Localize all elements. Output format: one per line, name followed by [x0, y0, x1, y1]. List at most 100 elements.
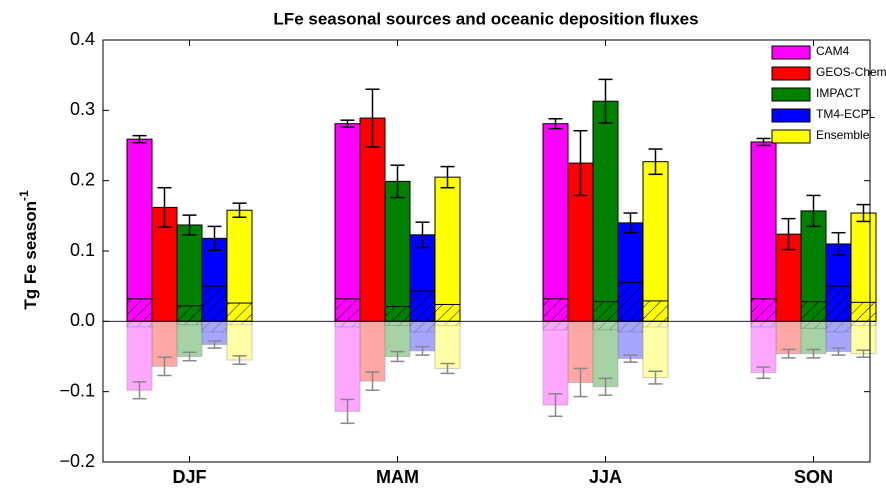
deposition-error	[806, 348, 821, 359]
deposition-error	[548, 393, 563, 418]
x-tick-label: SON	[794, 467, 833, 487]
x-tick-label: JJA	[589, 467, 622, 487]
deposition-hatched	[334, 320, 361, 328]
deposition-error	[781, 348, 796, 359]
x-tick-label: MAM	[376, 467, 419, 487]
bar	[334, 123, 361, 322]
error	[157, 186, 172, 228]
hatched-bar	[434, 303, 461, 322]
error	[390, 164, 405, 199]
error	[648, 148, 663, 176]
deposition-error	[756, 366, 771, 380]
deposition-hatched	[201, 320, 228, 333]
y-label-text: Tg Fe season	[21, 201, 40, 310]
deposition-error	[415, 345, 430, 356]
deposition-error	[573, 367, 588, 398]
error	[548, 118, 563, 130]
deposition-error	[623, 354, 638, 363]
deposition-hatched	[750, 320, 777, 328]
hatched-bar	[750, 298, 777, 322]
error	[182, 214, 197, 236]
bar	[359, 117, 386, 322]
hatched-bar	[617, 282, 644, 322]
deposition-error	[856, 349, 871, 358]
deposition-bar	[226, 320, 253, 361]
error	[207, 225, 222, 252]
deposition-error	[207, 340, 222, 349]
deposition-hatched	[126, 320, 153, 328]
deposition-hatched	[850, 320, 877, 327]
deposition-hatched	[384, 320, 411, 327]
legend-label: TM4-ECPL	[816, 107, 876, 121]
error	[415, 221, 430, 249]
hatched-bar	[176, 305, 203, 322]
deposition-bar	[642, 320, 669, 379]
legend-swatch	[771, 45, 811, 60]
legend-swatch	[771, 87, 811, 102]
y-tick-label: 0.1	[70, 240, 95, 260]
hatched-bar	[825, 285, 852, 322]
deposition-hatched	[800, 320, 827, 329]
y-tick-label: 0.4	[70, 29, 95, 49]
deposition-bar	[176, 320, 203, 358]
error	[831, 231, 846, 256]
legend-label: Ensemble	[816, 128, 870, 142]
deposition-bar	[775, 320, 802, 355]
bar	[126, 138, 153, 322]
deposition-hatched	[542, 320, 569, 331]
deposition-hatched	[176, 320, 203, 326]
deposition-hatched	[825, 320, 852, 333]
y-tick-label: −0.2	[59, 451, 95, 471]
hatched-bar	[409, 290, 436, 322]
deposition-error	[831, 347, 846, 356]
deposition-bar	[126, 320, 153, 391]
bar	[592, 100, 619, 322]
error	[856, 203, 871, 223]
error	[340, 119, 355, 128]
y-tick-label: −0.1	[59, 380, 95, 400]
legend-label: CAM4	[816, 44, 850, 58]
hatched-bar	[542, 298, 569, 322]
deposition-error	[340, 398, 355, 425]
deposition-bar	[750, 320, 777, 374]
error	[232, 202, 247, 218]
plot-frame	[102, 39, 871, 463]
deposition-hatched	[409, 320, 436, 333]
error	[440, 165, 455, 189]
deposition-error	[232, 355, 247, 365]
hatched-bar	[592, 301, 619, 322]
legend-swatch	[771, 108, 811, 123]
deposition-error	[157, 356, 172, 377]
legend-label: GEOS-Chem	[816, 65, 886, 79]
error	[365, 88, 380, 148]
deposition-hatched	[226, 320, 253, 326]
error	[806, 194, 821, 228]
deposition-error	[182, 351, 197, 362]
deposition-hatched	[617, 320, 644, 333]
deposition-error	[132, 381, 147, 400]
deposition-error	[648, 370, 663, 385]
x-tick-label: DJF	[172, 467, 206, 487]
deposition-bar	[542, 320, 569, 406]
hatched-bar	[226, 302, 253, 322]
deposition-bar	[384, 320, 411, 358]
error	[623, 212, 638, 234]
deposition-hatched	[592, 320, 619, 331]
legend-label: IMPACT	[816, 86, 861, 100]
bar	[176, 224, 203, 322]
deposition-hatched	[642, 320, 669, 328]
hatched-bar	[126, 298, 153, 322]
hatched-bar	[850, 301, 877, 322]
bar	[642, 161, 669, 322]
y-tick-label: 0.2	[70, 169, 95, 189]
hatched-bar	[334, 298, 361, 322]
hatched-bar	[642, 300, 669, 322]
deposition-error	[390, 350, 405, 363]
bar	[384, 180, 411, 322]
hatched-bar	[800, 301, 827, 322]
error	[132, 134, 147, 144]
deposition-bar	[334, 320, 361, 412]
deposition-bar	[434, 320, 461, 369]
error	[573, 129, 588, 197]
